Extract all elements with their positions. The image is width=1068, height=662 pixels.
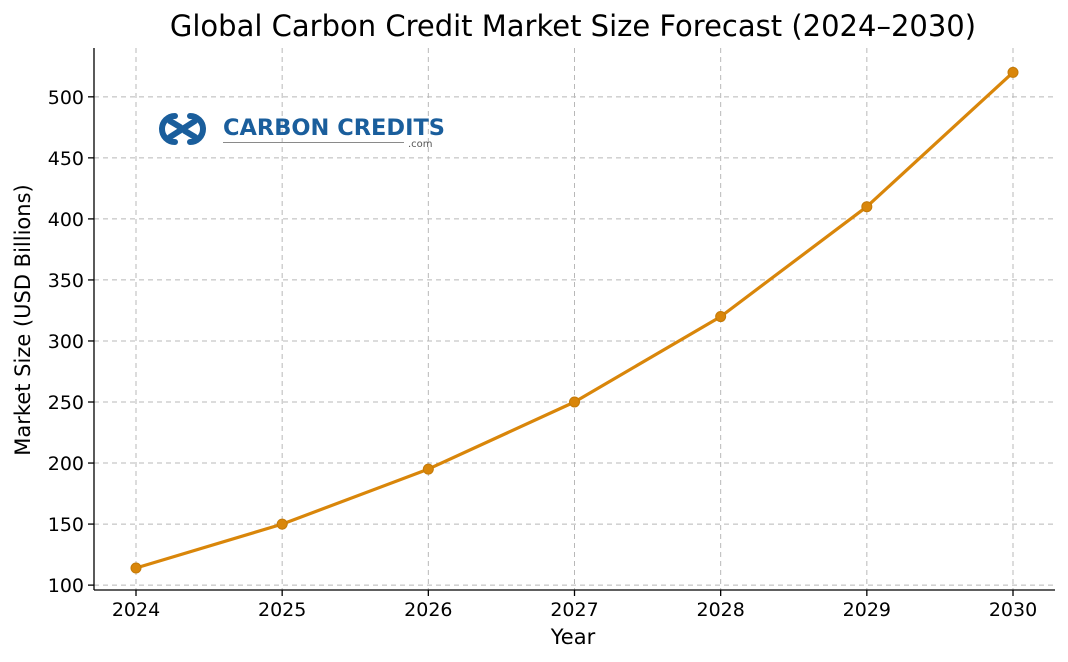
data-point [569,396,580,408]
y-tick-label: 300 [48,331,84,353]
y-tick-label: 400 [48,209,84,231]
y-tick-label: 450 [48,148,84,170]
data-point [715,311,727,323]
x-tick-label: 2025 [258,599,306,621]
data-point [422,463,434,475]
data-point [130,562,142,574]
tick-labels: 2024 2025 2026 2027 2028 2029 2030 100 150 200 250… [48,87,1037,621]
series [130,66,1019,574]
chart-title: Global Carbon Credit Market Size Forecas… [170,9,976,43]
x-axis-label: Year [550,625,596,649]
x-tick-label: 2028 [696,599,744,621]
x-tick-label: 2030 [989,599,1037,621]
y-tick-label: 100 [48,575,84,597]
x-tick-label: 2027 [550,599,598,621]
x-tick-label: 2029 [843,599,891,621]
y-tick-label: 200 [48,453,84,475]
y-axis-label: Market Size (USD Billions) [11,184,35,455]
data-point [1007,66,1019,78]
y-tick-label: 250 [48,392,84,414]
y-tick-label: 350 [48,270,84,292]
x-tick-label: 2026 [404,599,452,621]
logo-text: CARBON CREDITS [223,115,445,141]
data-point [861,201,873,213]
logo-mark-icon [159,113,206,145]
y-tick-label: 500 [48,87,84,109]
data-point [276,518,288,530]
logo-subtext: .com [408,139,433,150]
x-tick-label: 2024 [112,599,160,621]
y-tick-label: 150 [48,514,84,536]
carbon-credits-logo: CARBON CREDITS .com [159,113,445,150]
